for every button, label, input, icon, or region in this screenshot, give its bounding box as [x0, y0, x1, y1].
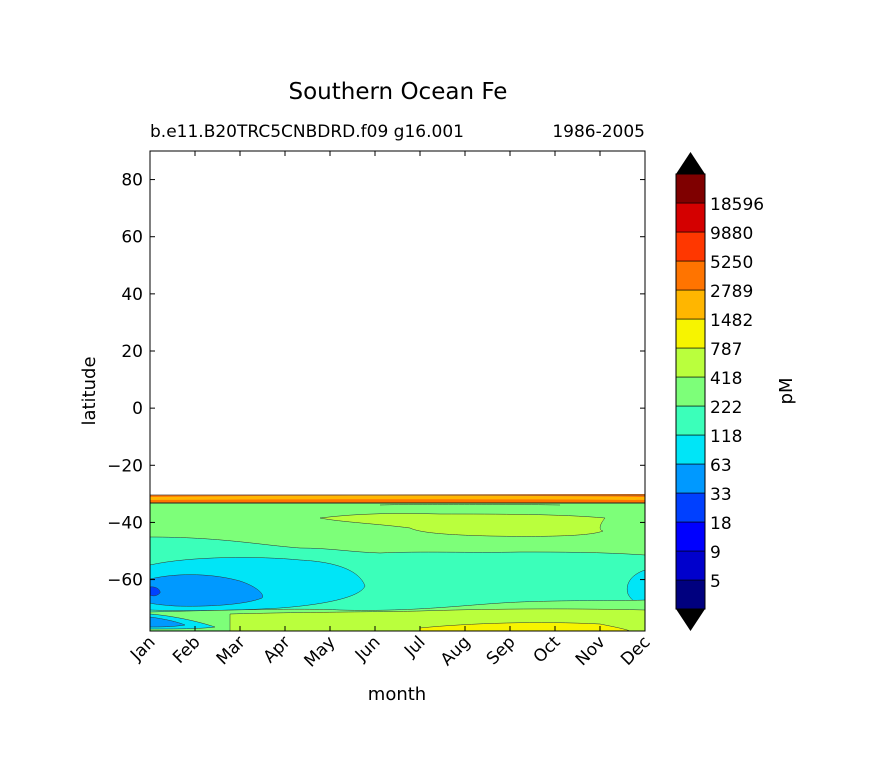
x-tick-label: Jun [351, 632, 385, 666]
colorbar-swatch [675, 521, 706, 552]
colorbar-tick-label: 118 [710, 427, 742, 447]
colorbar-tick-label: 787 [710, 340, 742, 360]
x-tick-label: Aug [437, 632, 475, 670]
colorbar-tick-label: 222 [710, 398, 742, 418]
colorbar-tick-label: 9 [710, 543, 721, 563]
x-tick-label: Feb [169, 632, 204, 667]
x-tick-label: Jul [400, 632, 429, 661]
colorbar: 5 9 18 33 63 118 222 418 787 1482 2789 5250 9880 1859… [675, 152, 764, 631]
chart-subtitle-left: b.e11.B20TRC5CNBDRD.f09 g16.001 [150, 122, 464, 142]
contour-33-63-south [150, 616, 186, 628]
y-tick-label: −40 [107, 513, 143, 533]
colorbar-tick-label: 1482 [710, 311, 753, 331]
contour-18-33 [150, 586, 161, 597]
contour-fill [150, 494, 645, 631]
y-axis-label: latitude [79, 356, 100, 425]
x-tick-label: Mar [213, 632, 250, 669]
x-tick-label: Nov [572, 632, 610, 670]
y-tick-label: 60 [121, 228, 143, 248]
chart-subtitle-right: 1986-2005 [552, 122, 645, 142]
colorbar-swatch [675, 463, 706, 494]
plot-frame [149, 150, 646, 632]
colorbar-tick-label: 18596 [710, 195, 764, 215]
colorbar-tick-label: 5250 [710, 253, 753, 273]
contour-line [379, 504, 561, 506]
y-axis-ticks: 80 60 40 20 0 −20 −40 −60 [107, 171, 645, 591]
contour-787-1482-south [419, 622, 631, 631]
x-tick-label: May [301, 632, 340, 671]
colorbar-extend-min [676, 609, 705, 631]
colorbar-swatch [675, 347, 706, 378]
y-tick-label: −20 [107, 456, 143, 476]
colorbar-extend-max [676, 152, 705, 174]
chart-title: Southern Ocean Fe [289, 79, 508, 105]
colorbar-tick-label: 418 [710, 369, 742, 389]
colorbar-swatch [675, 202, 706, 233]
colorbar-swatch [675, 260, 706, 291]
colorbar-swatch [675, 405, 706, 436]
colorbar-swatch [675, 376, 706, 407]
colorbar-swatch [675, 550, 706, 581]
colorbar-frame [675, 173, 706, 610]
colorbar-swatch [675, 434, 706, 465]
contour-33-63 [150, 574, 263, 607]
x-tick-label: Dec [617, 632, 654, 669]
colorbar-label: pM [776, 378, 797, 405]
x-tick-label: Sep [483, 632, 520, 669]
colorbar-swatch [675, 318, 706, 349]
contour-418-787 [319, 513, 606, 537]
y-tick-label: −60 [107, 571, 143, 591]
colorbar-swatch [675, 289, 706, 320]
x-tick-label: Apr [260, 632, 295, 667]
colorbar-tick-label: 9880 [710, 224, 753, 244]
colorbar-swatch [675, 173, 706, 204]
y-tick-label: 40 [121, 285, 143, 305]
x-axis-label: month [368, 684, 426, 705]
x-tick-label: Jan [126, 632, 159, 665]
colorbar-swatch [675, 492, 706, 523]
colorbar-tick-label: 63 [710, 456, 732, 476]
colorbar-tick-label: 18 [710, 514, 732, 534]
colorbar-tick-label: 5 [710, 572, 721, 592]
colorbar-swatch [675, 231, 706, 262]
colorbar-swatch [675, 579, 706, 610]
colorbar-tick-label: 33 [710, 485, 732, 505]
colorbar-tick-label: 2789 [710, 282, 753, 302]
x-tick-label: Oct [530, 632, 565, 667]
y-tick-label: 20 [121, 342, 143, 362]
contour-1482-2789 [150, 495, 645, 500]
y-tick-label: 0 [132, 399, 143, 419]
y-tick-label: 80 [121, 171, 143, 191]
